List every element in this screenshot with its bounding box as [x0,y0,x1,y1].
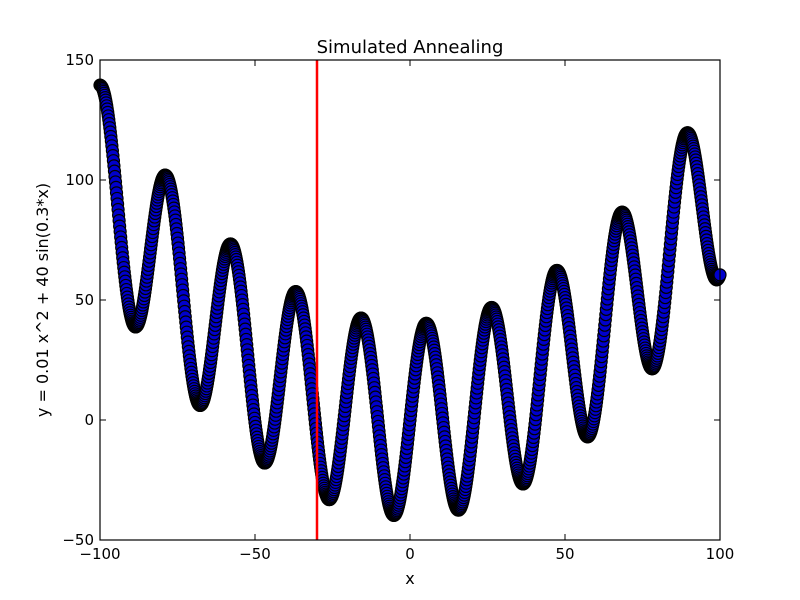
y-tick-label: 100 [65,171,94,189]
x-tick-label: −100 [79,545,120,563]
x-axis-label: x [405,569,414,588]
y-tick-label: 50 [75,291,94,309]
y-axis-label: y = 0.01 x^2 + 40 sin(0.3*x) [33,183,52,417]
x-tick-label: 0 [405,545,415,563]
y-tick-label: −50 [62,531,94,549]
y-tick-label: 150 [65,51,94,69]
chart-title: Simulated Annealing [317,37,504,58]
y-tick-label: 0 [84,411,94,429]
x-tick-label: 50 [555,545,574,563]
x-tick-label: −50 [239,545,271,563]
x-tick-label: 100 [706,545,735,563]
data-points [93,78,727,522]
